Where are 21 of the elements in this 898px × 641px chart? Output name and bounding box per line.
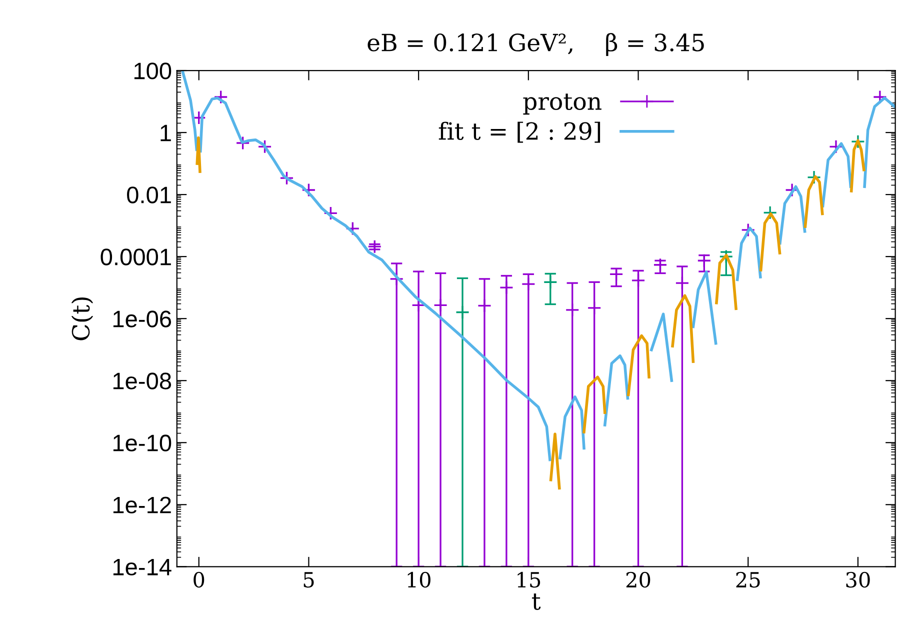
x-axis-title: t (532, 594, 541, 610)
y-axis-title: C(t) (71, 297, 94, 340)
x-tick-label: 25 (736, 572, 760, 588)
y-tick-label: 1e-14 (113, 558, 172, 576)
legend-label: fit t = [2 : 29] (438, 122, 600, 143)
x-tick-label: 20 (626, 572, 650, 588)
y-tick-label: 1e-08 (113, 372, 172, 390)
y-tick-label: 1e-06 (113, 310, 172, 328)
y-tick-label: 0.01 (127, 186, 171, 204)
legend-label: proton (523, 94, 602, 115)
chart-title: eB = 0.121 GeV², β = 3.45 (368, 33, 704, 56)
y-tick-label: 100 (134, 62, 172, 80)
x-tick-label: 0 (194, 572, 204, 588)
y-tick-label: 0.0001 (100, 248, 171, 266)
x-tick-label: 5 (304, 572, 314, 588)
y-tick-label: 1e-10 (113, 434, 172, 452)
x-tick-label: 30 (846, 572, 870, 588)
y-tick-label: 1 (160, 124, 171, 142)
y-tick-label: 1e-12 (113, 496, 171, 514)
x-tick-label: 15 (518, 572, 540, 588)
x-tick-label: 10 (408, 572, 430, 588)
